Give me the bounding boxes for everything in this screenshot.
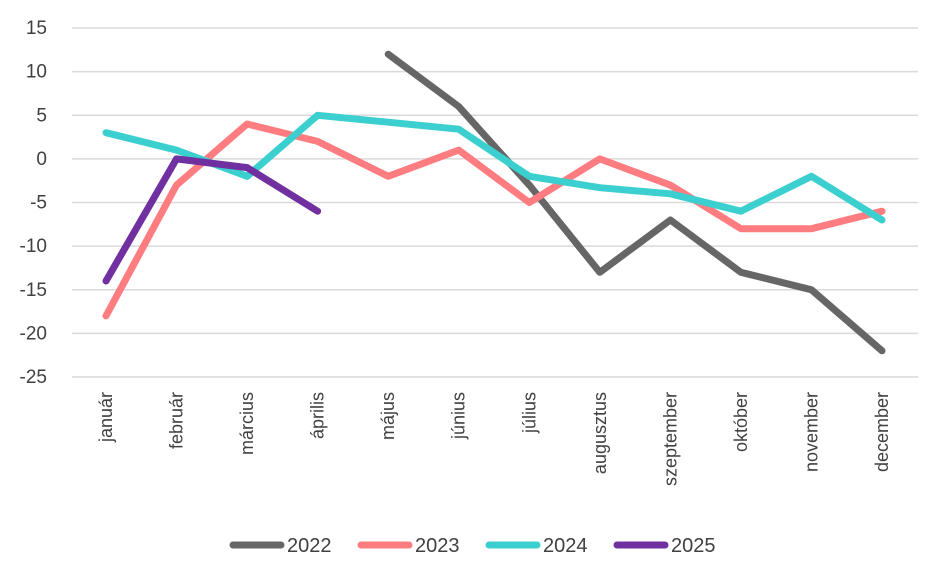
- series-lines: [102, 50, 886, 355]
- x-tick-label: december: [872, 392, 892, 472]
- series-line-2023: [102, 120, 886, 320]
- legend-label-2024: 2024: [543, 535, 588, 557]
- x-tick-label: november: [801, 392, 821, 472]
- series-line-2022: [384, 50, 886, 355]
- legend: 2022 2023 2024 2025: [229, 535, 716, 557]
- x-tick-label: szeptember: [660, 392, 680, 486]
- x-tick-label: február: [167, 392, 187, 449]
- x-axis-ticks: január február március április május június jú…: [96, 392, 892, 486]
- x-tick-label: július: [519, 392, 539, 434]
- legend-label-2022: 2022: [287, 535, 332, 557]
- x-tick-label: augusztus: [590, 392, 610, 474]
- series-line-2025: [102, 155, 322, 285]
- x-tick-label: október: [731, 392, 751, 452]
- y-tick-label: 0: [36, 149, 47, 170]
- legend-label-2025: 2025: [671, 535, 716, 557]
- x-tick-label: március: [237, 392, 257, 455]
- y-tick-label: -5: [30, 193, 47, 214]
- y-tick-label: -15: [20, 280, 47, 301]
- y-tick-label: 5: [36, 105, 47, 126]
- x-tick-label: január: [96, 392, 116, 443]
- y-tick-label: -20: [20, 323, 47, 344]
- y-tick-label: -25: [20, 367, 47, 388]
- y-tick-label: -10: [20, 236, 47, 257]
- gridlines: [72, 27, 918, 378]
- x-tick-label: június: [449, 392, 469, 440]
- x-tick-label: április: [308, 392, 328, 439]
- y-tick-label: 10: [26, 62, 47, 83]
- x-tick-label: május: [378, 392, 398, 440]
- legend-label-2023: 2023: [415, 535, 460, 557]
- y-tick-label: 15: [26, 18, 47, 39]
- series-line-2024: [102, 111, 886, 224]
- y-axis-ticks: 15 10 5 0 -5 -10 -15 -20 -25: [20, 18, 47, 388]
